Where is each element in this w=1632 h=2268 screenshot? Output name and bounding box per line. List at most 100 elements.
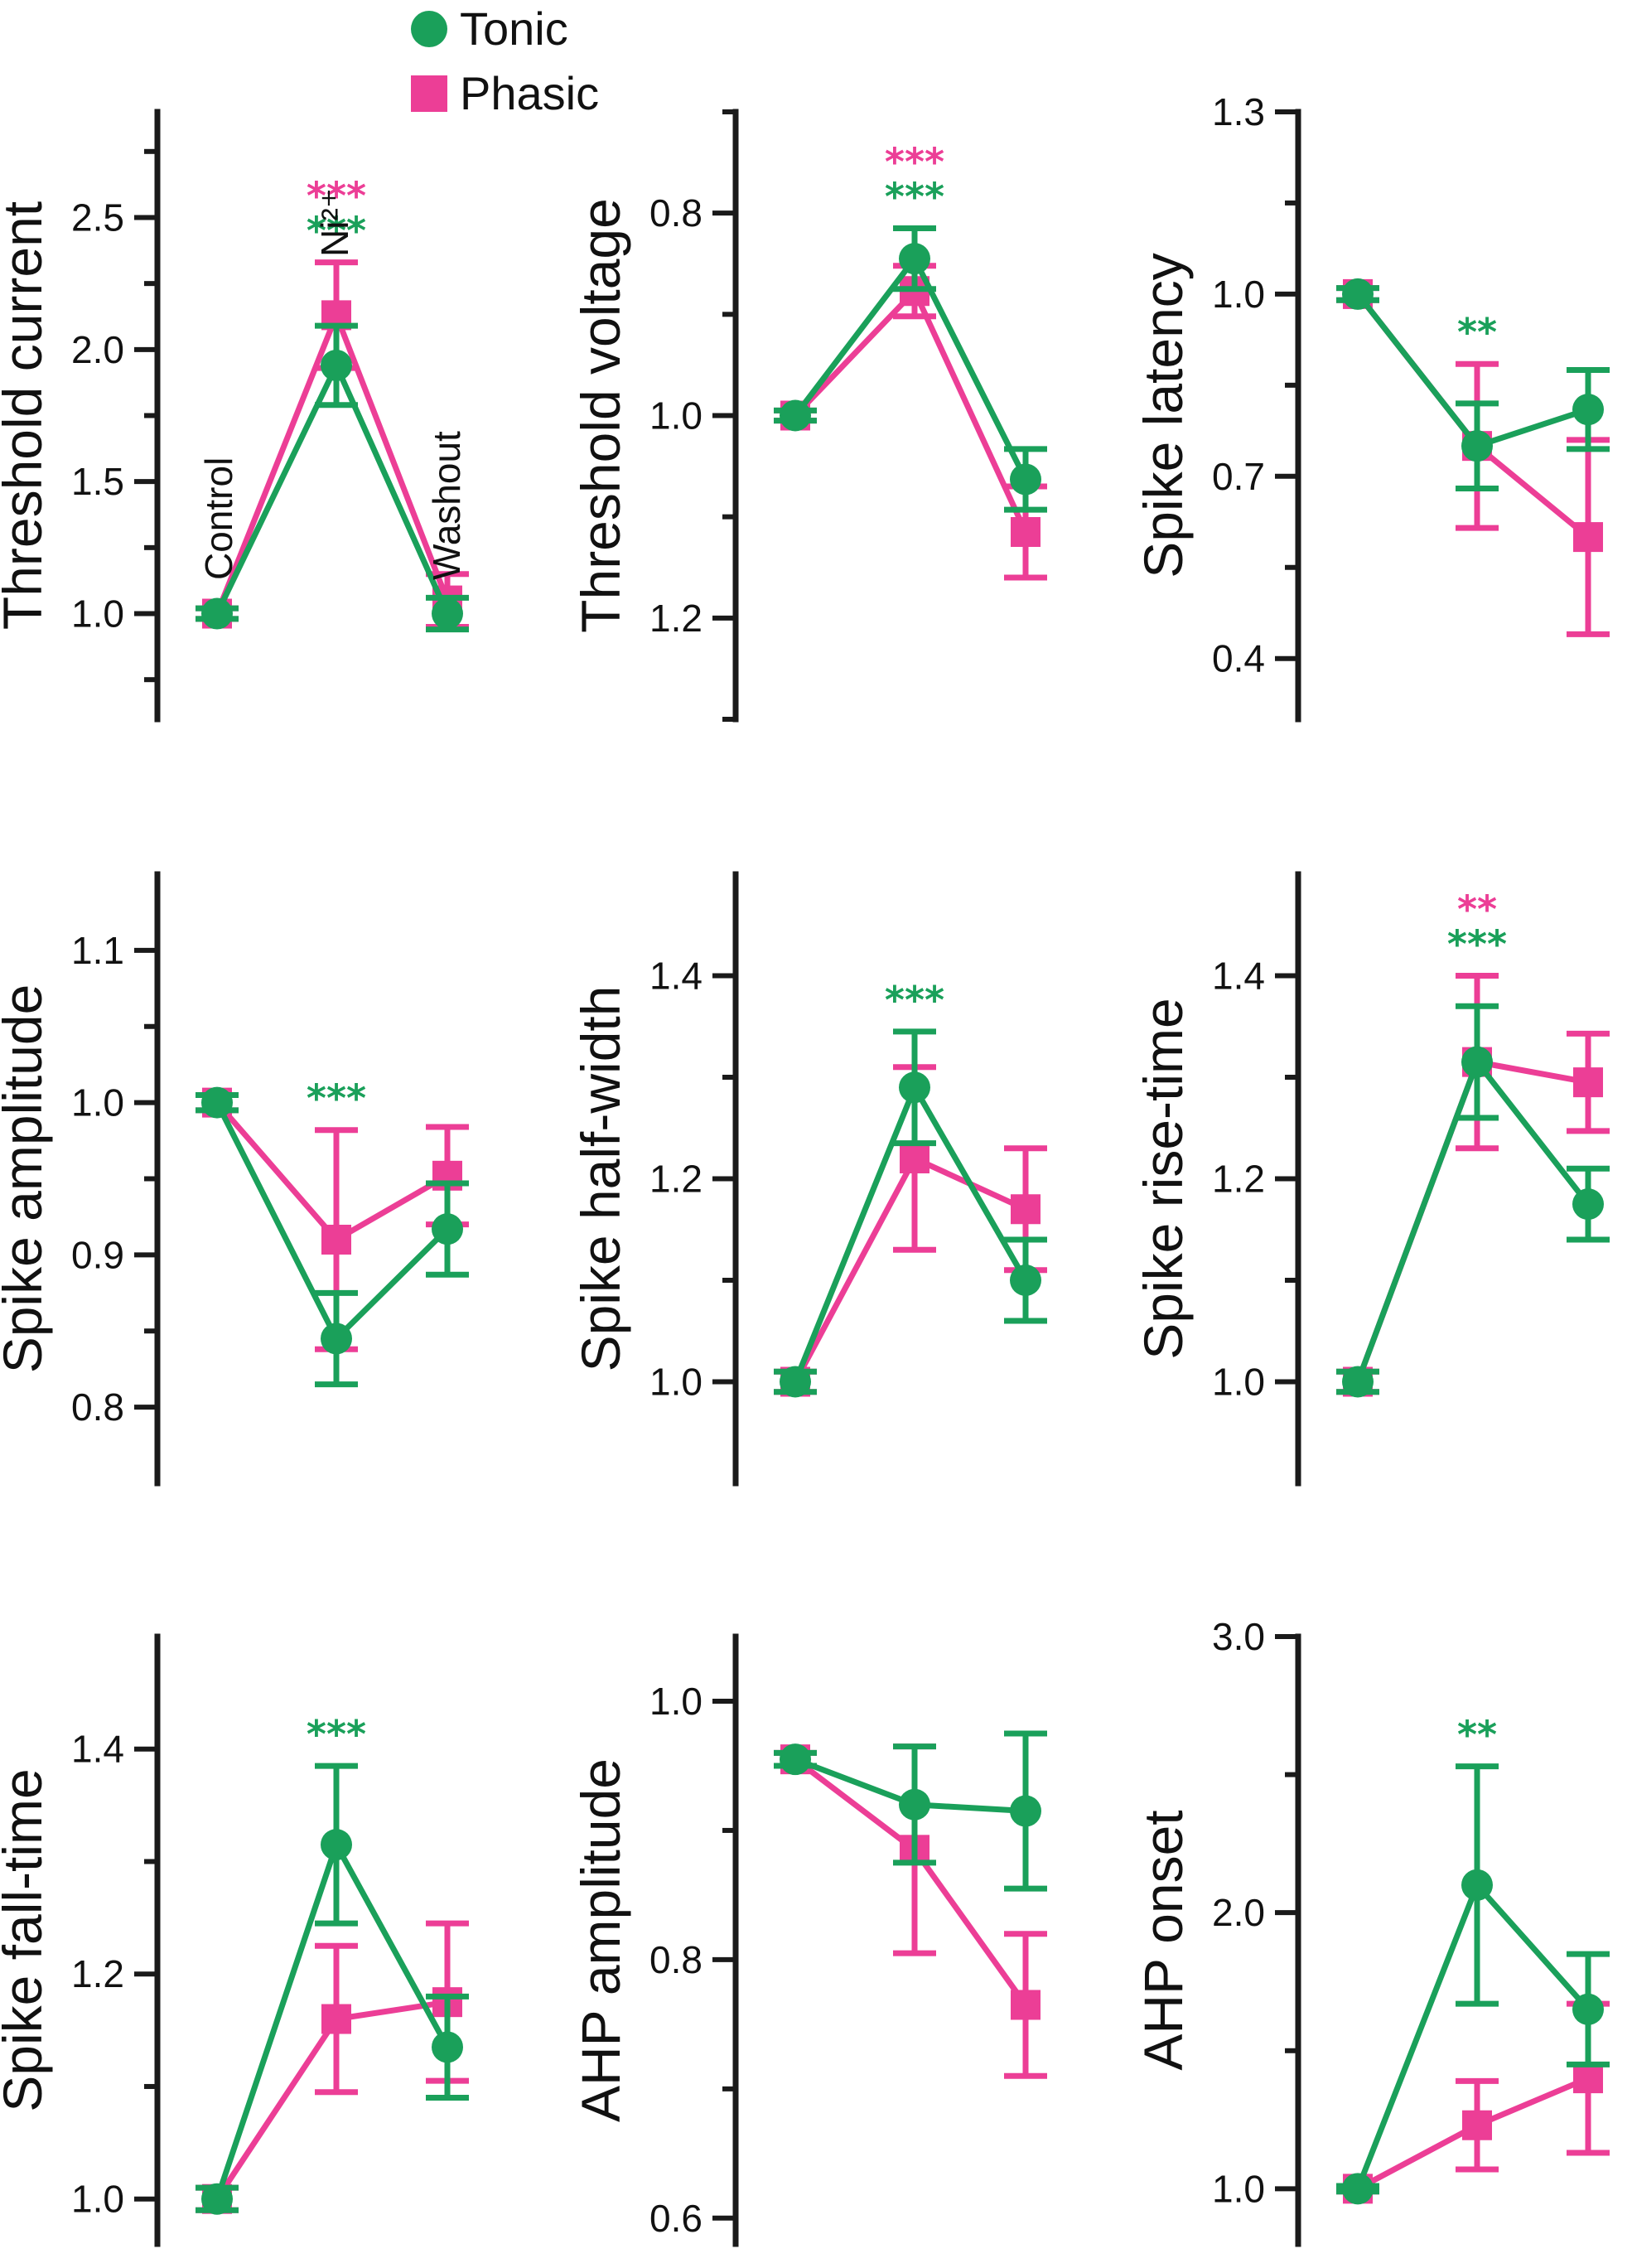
y-tick-label: 0.9 [71,1233,124,1276]
data-point [1572,1993,1604,2025]
data-point [432,597,463,630]
panel-2: 0.8 1.0 1.2 Threshold voltage ****** [570,109,1047,723]
data-point [899,1071,930,1104]
significance-tonic: *** [307,1712,366,1757]
significance-tonic: *** [885,978,944,1023]
series-tonic [196,322,469,633]
significance-phasic: *** [885,139,944,184]
data-point [780,1366,811,1398]
y-tick-label: 1.2 [649,1158,703,1201]
series-tonic [774,1730,1047,1892]
y-tick-label: 1.4 [649,955,703,998]
series-line [1354,1882,1591,2190]
panel-1: 1.0 1.5 2.0 2.5 Threshold current ****** Contr… [0,109,469,723]
data-point [432,2031,463,2063]
y-tick-label: 1.0 [71,1081,124,1124]
data-point [1572,394,1604,426]
data-point [899,1788,930,1821]
y-tick-label: 0.4 [1212,637,1265,680]
series-phasic [196,1087,469,1352]
series-tonic [196,1763,469,2215]
data-point [321,1829,352,1861]
data-point [780,399,811,432]
legend-tonic-label: Tonic [460,2,568,55]
data-point [432,1213,463,1245]
data-point [1573,522,1603,553]
data-point [1573,2063,1603,2094]
data-point [321,349,352,381]
condition-label-washout: Washout [425,431,468,580]
y-tick-label: 1.0 [71,592,124,636]
panel-9: 1.0 2.0 3.0 AHP onset ** [1132,1615,1610,2247]
panel-6: 1.0 1.2 1.4 Spike rise-time ***** [1132,871,1610,1487]
significance-phasic: ** [1457,887,1497,932]
data-point [1010,1265,1041,1296]
y-axis-title: Spike latency [1132,253,1194,578]
y-axis-title: Spike rise-time [1132,998,1194,1359]
data-point [201,597,233,630]
data-point [1011,1990,1041,2020]
significance-tonic: *** [885,174,944,219]
legend: Tonic Phasic [411,2,599,119]
y-tick-label: 1.0 [71,2178,124,2221]
data-point [1461,1869,1493,1901]
y-axis-title: Spike amplitude [0,984,53,1374]
y-axis-title: Spike half-width [570,986,631,1372]
y-tick-label: 2.0 [71,328,124,371]
y-axis-title: AHP onset [1132,1810,1194,2070]
y-tick-label: 2.5 [71,196,124,239]
panel-8: 0.6 0.8 1.0 AHP amplitude [570,1633,1047,2247]
y-tick-label: 1.0 [649,394,703,438]
panel-4: 0.8 0.9 1.0 1.1 Spike amplitude *** [0,871,469,1487]
data-point [201,2183,233,2215]
data-point [780,1743,811,1776]
series-line [1354,1059,1589,1383]
y-tick-label: 0.6 [649,2197,703,2240]
y-tick-label: 1.2 [71,1952,124,1995]
data-point [1342,2173,1374,2205]
series-line [792,1155,1027,1384]
series-phasic [1336,2000,1610,2204]
data-point [321,2004,351,2034]
y-axis-title: Threshold voltage [570,198,631,633]
y-tick-label: 1.3 [1212,90,1265,133]
significance-phasic: *** [307,174,366,219]
y-tick-label: 1.1 [71,929,124,972]
series-phasic [196,1920,469,2214]
data-point [1461,430,1493,462]
legend-phasic-marker [411,75,447,112]
y-tick-label: 0.8 [649,1938,703,1981]
y-tick-label: 0.7 [1212,455,1265,498]
data-point [1572,1188,1604,1221]
data-point [1462,2110,1492,2140]
data-point [1461,1046,1493,1078]
data-point [1011,516,1041,547]
condition-label-ni: Ni²⁺ [313,188,356,257]
y-tick-label: 1.0 [1212,273,1265,316]
significance-tonic: ** [1457,1713,1497,1758]
y-tick-label: 1.2 [1212,1158,1265,1201]
series-tonic [774,225,1047,513]
y-tick-label: 1.0 [1212,2167,1265,2210]
legend-tonic-marker [411,11,447,47]
y-tick-label: 1.4 [1212,955,1265,998]
panel-3: 0.4 0.7 1.0 1.3 Spike latency ** [1132,90,1610,723]
y-axis-title: Threshold current [0,201,53,630]
y-tick-label: 1.4 [71,1728,124,1771]
data-point [321,1225,351,1255]
significance-tonic: *** [1447,922,1507,967]
data-point [321,1323,352,1355]
y-tick-label: 1.0 [649,1680,703,1723]
series-phasic [774,1064,1047,1397]
series-tonic [1336,1763,1610,2205]
data-point [899,243,930,275]
significance-tonic: *** [307,209,366,254]
significance-tonic: ** [1457,310,1497,355]
legend-phasic-label: Phasic [460,67,599,119]
series-tonic [774,1028,1047,1398]
series-tonic [1336,278,1610,491]
y-tick-label: 1.0 [649,1361,703,1404]
data-point [1342,1366,1374,1398]
